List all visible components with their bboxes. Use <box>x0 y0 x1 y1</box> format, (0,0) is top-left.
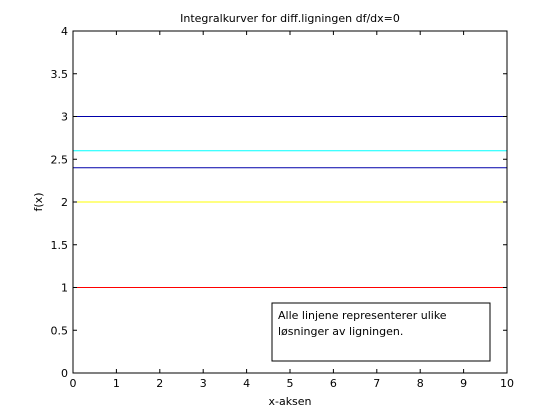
y-tick-label: 4 <box>61 25 68 38</box>
y-tick-label: 2 <box>61 196 68 209</box>
y-tick-label: 3 <box>61 111 68 124</box>
x-tick-label: 2 <box>156 377 163 390</box>
annotation-border <box>271 302 491 362</box>
y-tick-label: 1.5 <box>51 239 69 252</box>
annotation-line-1: Alle linjene representerer ulike <box>278 309 447 322</box>
chart-title: Integralkurver for diff.ligningen df/dx=… <box>180 12 400 25</box>
y-tick-label: 1 <box>61 282 68 295</box>
series-layer <box>73 116 507 288</box>
annotation-box: Alle linjene representerer ulike løsning… <box>271 302 491 362</box>
y-tick-label: 0 <box>61 367 68 380</box>
x-axis-ticks: 0 1 2 3 4 5 6 7 8 9 10 <box>70 31 514 390</box>
x-tick-label: 9 <box>460 377 467 390</box>
x-tick-label: 7 <box>373 377 380 390</box>
x-tick-label: 0 <box>70 377 77 390</box>
x-axis-label: x-aksen <box>268 395 311 408</box>
x-tick-label: 4 <box>243 377 250 390</box>
y-axis-label: f(x) <box>32 193 45 212</box>
x-tick-label: 5 <box>287 377 294 390</box>
y-axis-ticks: 0 0.5 1 1.5 2 2.5 3 3.5 4 <box>51 25 507 380</box>
y-tick-label: 2.5 <box>51 153 69 166</box>
x-tick-label: 1 <box>113 377 120 390</box>
x-tick-label: 10 <box>500 377 514 390</box>
y-tick-label: 3.5 <box>51 68 69 81</box>
x-tick-label: 8 <box>417 377 424 390</box>
y-tick-label: 0.5 <box>51 324 69 337</box>
annotation-line-2: løsninger av ligningen. <box>278 325 403 338</box>
x-tick-label: 3 <box>200 377 207 390</box>
x-tick-label: 6 <box>330 377 337 390</box>
